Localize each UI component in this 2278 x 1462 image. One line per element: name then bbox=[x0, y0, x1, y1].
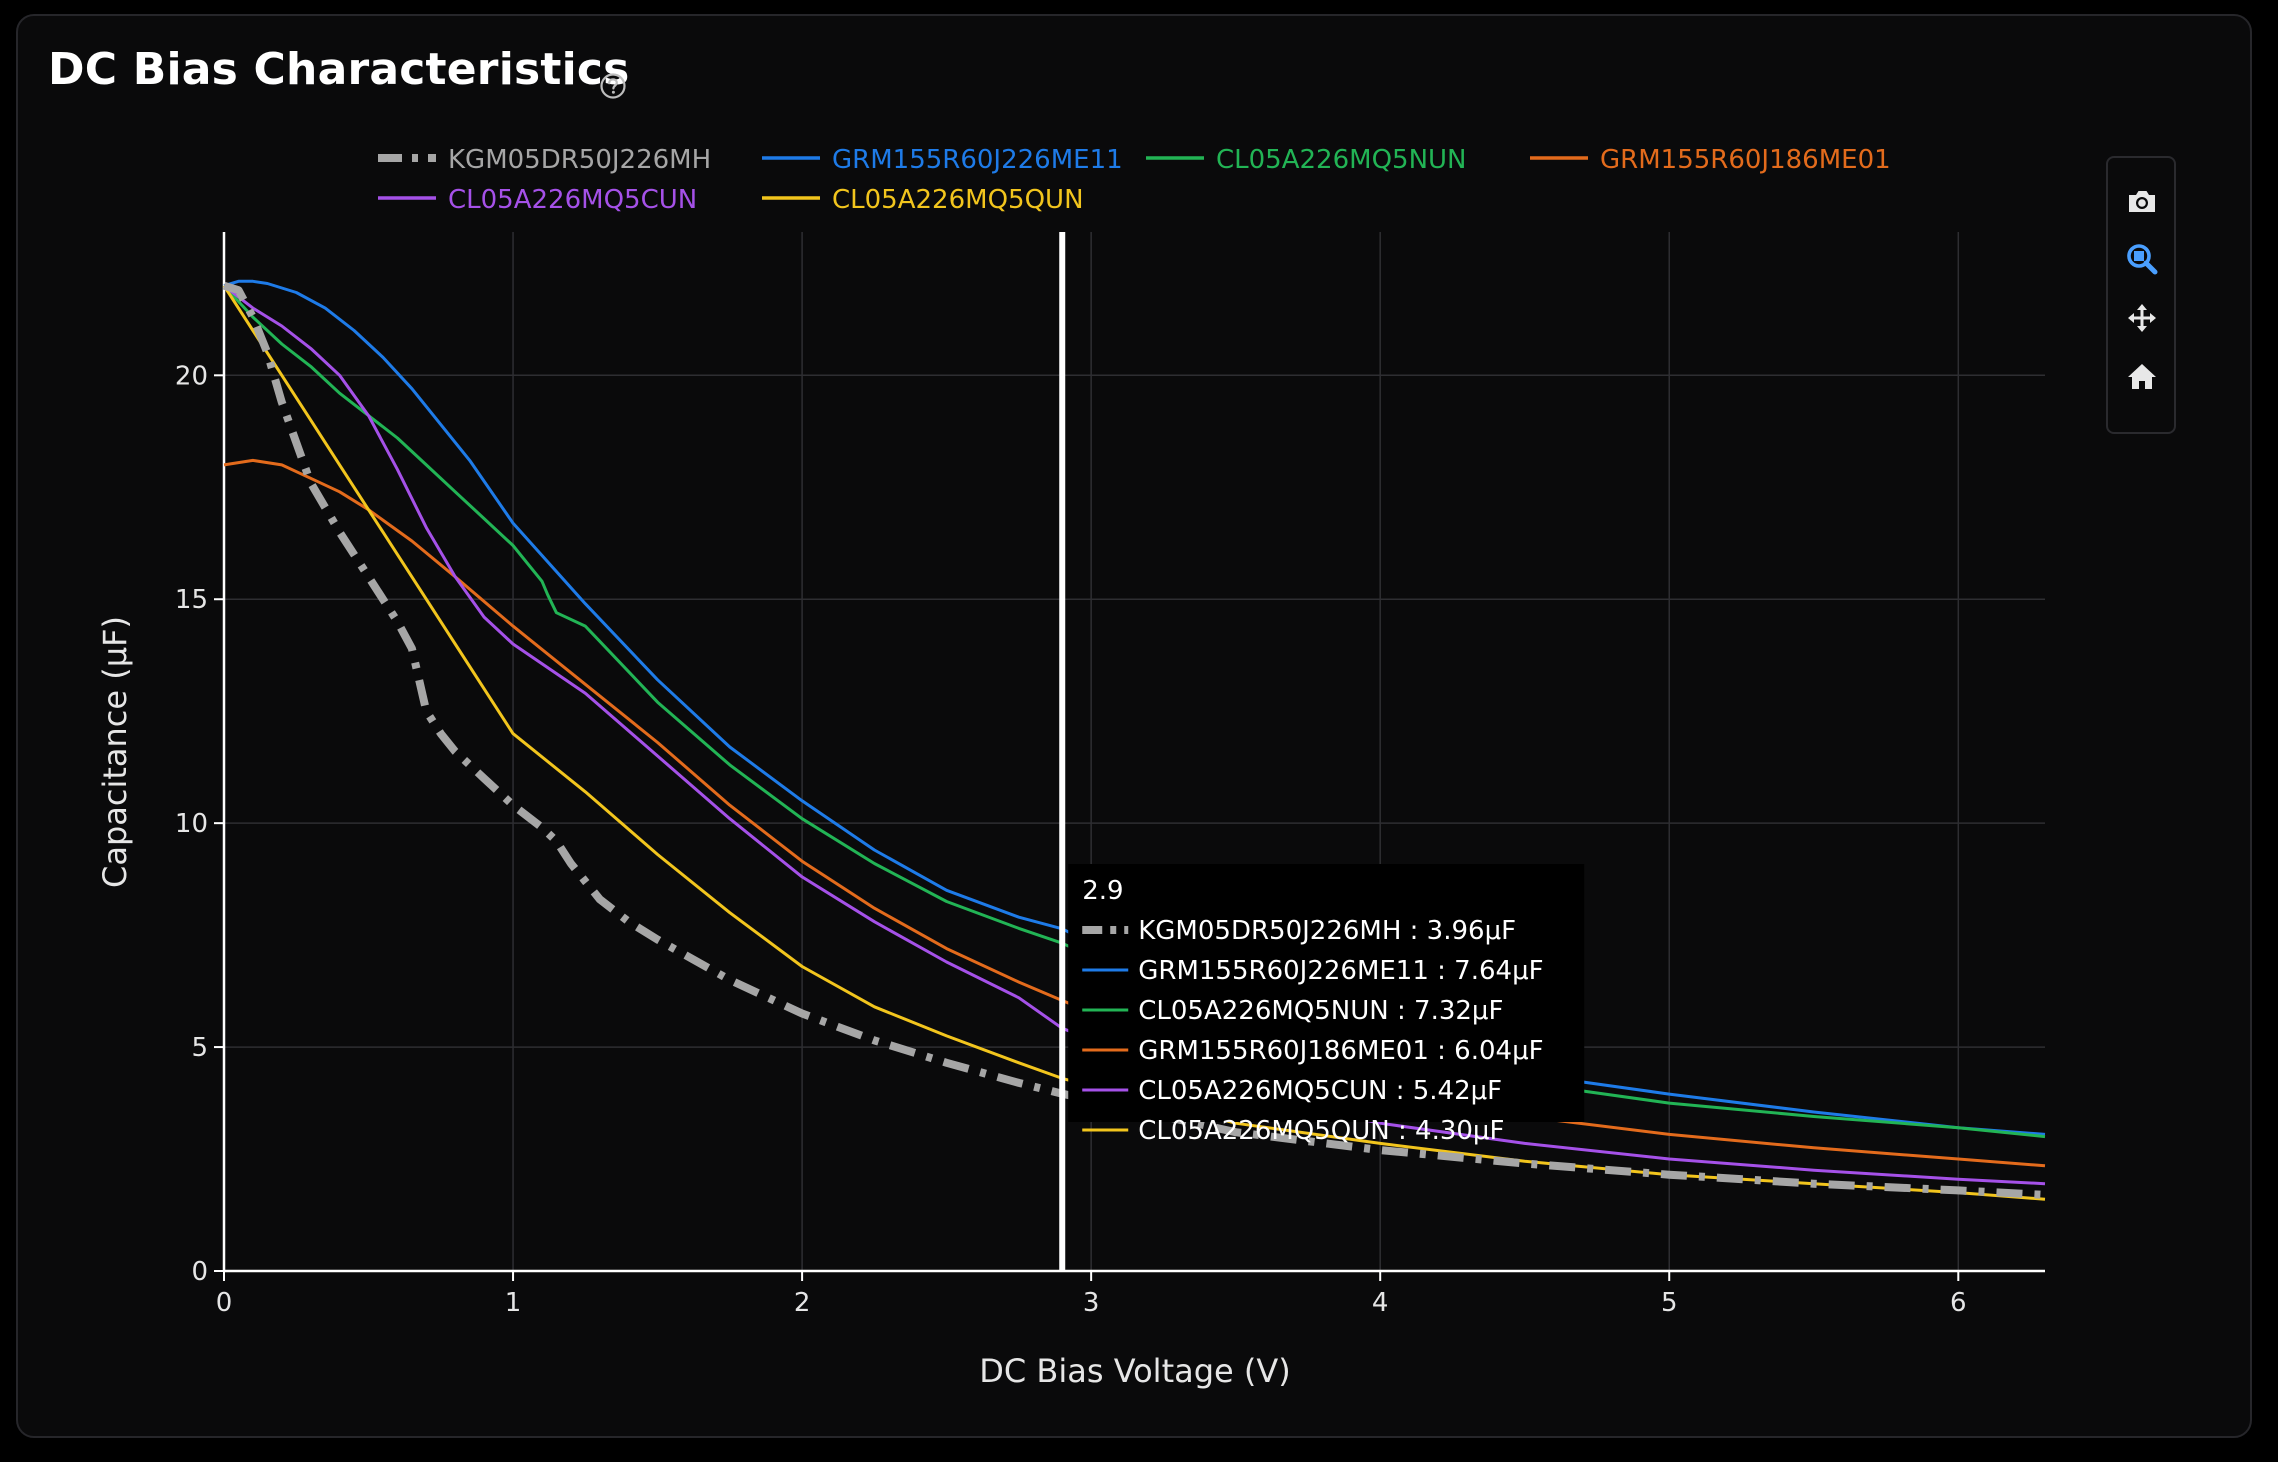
hover-tooltip bbox=[1068, 864, 1585, 1122]
hover-x-label: 2.9 bbox=[1082, 876, 1123, 906]
chart-card bbox=[16, 14, 2252, 1438]
x-axis-label: DC Bias Voltage (V) bbox=[979, 1352, 1291, 1390]
x-tick-label: 6 bbox=[1950, 1288, 1967, 1318]
y-tick-label: 5 bbox=[191, 1033, 208, 1063]
hover-entry-text: CL05A226MQ5NUN : 7.32μF bbox=[1138, 996, 1503, 1026]
x-tick-label: 0 bbox=[216, 1288, 233, 1318]
legend-item-grm155r60j226me11[interactable]: GRM155R60J226ME11 bbox=[762, 145, 1123, 175]
legend-item-kgm05dr50j226mh[interactable]: KGM05DR50J226MH bbox=[378, 145, 711, 175]
legend-label: GRM155R60J226ME11 bbox=[832, 145, 1123, 175]
zoom-icon[interactable] bbox=[2125, 242, 2159, 276]
hover-entry-text: KGM05DR50J226MH : 3.96μF bbox=[1138, 916, 1516, 946]
camera-icon[interactable] bbox=[2125, 184, 2159, 218]
legend-label: CL05A226MQ5CUN bbox=[448, 185, 697, 215]
series-line-kgm05dr50j226mh[interactable] bbox=[222, 281, 2046, 1199]
series-line-cl05a226mq5cun[interactable] bbox=[223, 284, 2046, 1186]
home-icon[interactable] bbox=[2125, 360, 2159, 394]
x-tick-label: 5 bbox=[1661, 1288, 1678, 1318]
x-tick-label: 2 bbox=[794, 1288, 811, 1318]
x-tick-label: 3 bbox=[1083, 1288, 1100, 1318]
hover-entry-text: CL05A226MQ5CUN : 5.42μF bbox=[1138, 1076, 1502, 1106]
legend-item-cl05a226mq5qun[interactable]: CL05A226MQ5QUN bbox=[762, 185, 1084, 215]
legend-item-cl05a226mq5nun[interactable]: CL05A226MQ5NUN bbox=[1146, 145, 1467, 175]
hover-entry-text: CL05A226MQ5QUN : 4.30μF bbox=[1138, 1116, 1504, 1146]
y-tick-label: 10 bbox=[175, 809, 208, 839]
hover-entry-text: GRM155R60J226ME11 : 7.64μF bbox=[1138, 956, 1543, 986]
legend-label: CL05A226MQ5QUN bbox=[832, 185, 1084, 215]
page-title: DC Bias Characteristics bbox=[48, 44, 630, 95]
y-tick-label: 0 bbox=[191, 1257, 208, 1287]
y-tick-label: 20 bbox=[175, 361, 208, 391]
move-icon[interactable] bbox=[2125, 302, 2159, 336]
y-tick-label: 15 bbox=[175, 585, 208, 615]
x-tick-label: 1 bbox=[505, 1288, 522, 1318]
legend-label: GRM155R60J186ME01 bbox=[1600, 145, 1891, 175]
grid-lines bbox=[224, 232, 2045, 1271]
y-axis-label: Capacitance (μF) bbox=[96, 616, 134, 888]
axes: 0 1 2 3 4 5 6 0 5 10 15 20 bbox=[175, 232, 2045, 1318]
legend-label: CL05A226MQ5NUN bbox=[1216, 145, 1467, 175]
legend-item-grm155r60j186me01[interactable]: GRM155R60J186ME01 bbox=[1530, 145, 1891, 175]
modebar bbox=[2106, 156, 2176, 434]
legend-item-cl05a226mq5cun[interactable]: CL05A226MQ5CUN bbox=[378, 185, 697, 215]
question-circle-icon[interactable] bbox=[599, 72, 627, 100]
hover-layer: 2.9 KGM05DR50J226MH : 3.96μF GRM155R60J226… bbox=[1059, 232, 1585, 1271]
legend[interactable]: KGM05DR50J226MH GRM155R60J226ME11 CL05A226… bbox=[378, 145, 1891, 215]
hover-entry-text: GRM155R60J186ME01 : 6.04μF bbox=[1138, 1036, 1543, 1066]
x-tick-label: 4 bbox=[1372, 1288, 1389, 1318]
legend-label: KGM05DR50J226MH bbox=[448, 145, 711, 175]
